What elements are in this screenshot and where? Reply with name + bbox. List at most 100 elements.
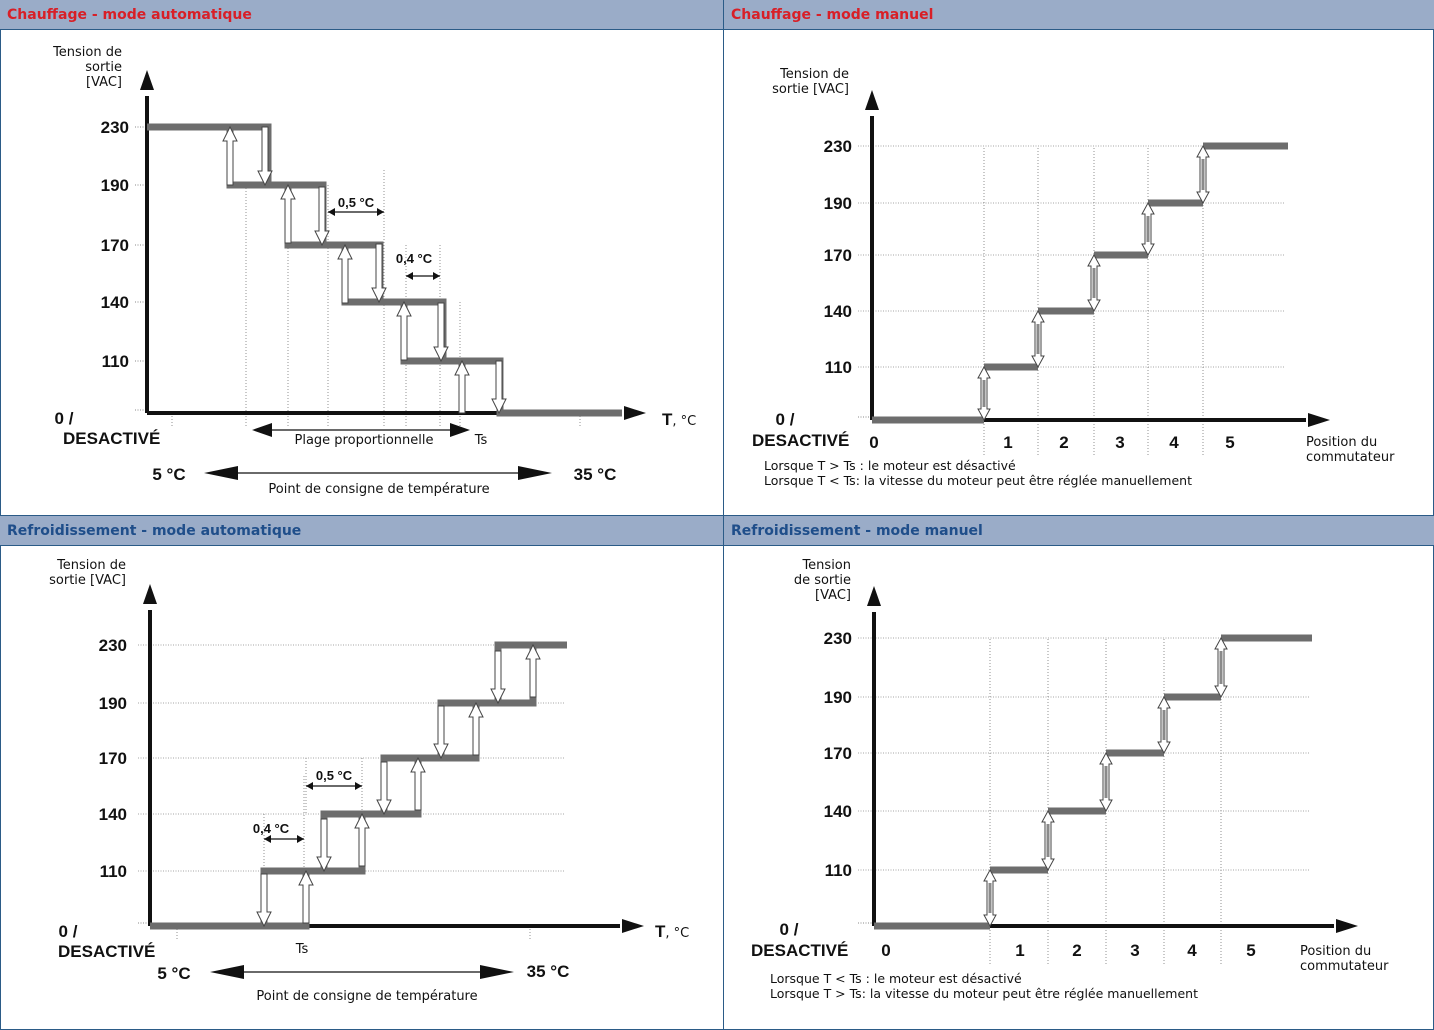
hysteresis-dim-04-left-head xyxy=(264,835,271,843)
range-max: 35 °C xyxy=(574,465,617,484)
position-label: 1 xyxy=(1003,433,1012,452)
band-label-bg xyxy=(282,431,445,448)
zero-label: 0 / xyxy=(59,922,78,941)
y-tick-label: 140 xyxy=(824,802,852,821)
y-axis-arrow xyxy=(865,90,879,110)
y-tick-label: 170 xyxy=(101,236,129,255)
hysteresis-label-04: 0,4 °C xyxy=(396,251,433,266)
y-tick-label: 230 xyxy=(824,137,852,156)
range-right-arrow xyxy=(518,466,552,480)
band-label: Plage proportionnelle xyxy=(295,433,434,448)
step-transition-arrow-core xyxy=(1219,651,1223,684)
y-tick-label: 230 xyxy=(101,118,129,137)
position-label: 1 xyxy=(1015,941,1024,960)
step-transition-arrow-core xyxy=(1162,710,1166,740)
y-tick-label: 170 xyxy=(99,749,127,768)
hysteresis-dim-05-left-head xyxy=(328,208,335,216)
y-tick-label: 110 xyxy=(102,352,129,371)
step-transition-arrow-core xyxy=(1104,766,1108,798)
position-label: 0 xyxy=(881,941,890,960)
hysteresis-label-04: 0,4 °C xyxy=(253,821,290,836)
hysteresis-down-arrow xyxy=(376,761,392,816)
y-axis-label-1: sortie [VAC] xyxy=(49,573,126,588)
position-label: 0 xyxy=(869,433,878,452)
hysteresis-down-arrow xyxy=(371,243,387,304)
hysteresis-down-arrow xyxy=(433,302,449,363)
y-axis-label-0: Tension de xyxy=(779,67,849,82)
range-min: 5 °C xyxy=(157,964,190,983)
hysteresis-dim-04-right-head xyxy=(297,835,304,843)
hysteresis-down-arrow xyxy=(433,705,449,760)
zero-label: 0 / xyxy=(776,410,795,429)
ts-label: Ts xyxy=(295,942,309,957)
y-tick-label: 170 xyxy=(824,744,852,763)
hysteresis-dim-04-right-head xyxy=(433,272,440,280)
y-axis-arrow xyxy=(140,70,154,90)
position-label: 2 xyxy=(1072,941,1081,960)
x-axis-label-1: commutateur xyxy=(1300,959,1389,974)
position-label: 5 xyxy=(1246,941,1255,960)
range-label: Point de consigne de température xyxy=(268,482,489,497)
y-tick-label: 190 xyxy=(824,194,852,213)
step-transition-arrow-core xyxy=(1046,824,1050,857)
hysteresis-down-arrow xyxy=(257,126,273,187)
hysteresis-up-arrow xyxy=(468,701,484,756)
y-tick-label: 140 xyxy=(824,302,852,321)
y-tick-label: 110 xyxy=(825,861,852,880)
zero-label: 0 / xyxy=(55,409,74,428)
hysteresis-up-arrow xyxy=(396,300,412,361)
x-axis-label-1: commutateur xyxy=(1306,450,1395,465)
range-right-arrow xyxy=(480,965,514,979)
x-axis-var: T xyxy=(662,410,673,429)
y-axis-label-1: sortie xyxy=(85,60,122,75)
y-tick-label: 140 xyxy=(101,293,129,312)
hysteresis-up-arrow xyxy=(525,643,541,698)
y-axis-label-2: [VAC] xyxy=(86,75,122,90)
position-label: 4 xyxy=(1169,433,1179,452)
range-left-arrow xyxy=(210,965,244,979)
y-tick-label: 230 xyxy=(99,636,127,655)
y-axis-label-0: Tension de xyxy=(52,45,122,60)
y-axis-label-0: Tension de xyxy=(56,558,126,573)
off-label: DESACTIVÉ xyxy=(751,941,848,960)
zero-label: 0 / xyxy=(780,920,799,939)
y-tick-label: 230 xyxy=(824,629,852,648)
x-axis-unit: , °C xyxy=(665,926,689,941)
step-transition-arrow-core xyxy=(988,883,992,913)
position-label: 5 xyxy=(1225,433,1234,452)
step-line-descending xyxy=(147,123,622,417)
x-axis-arrow xyxy=(624,406,646,420)
range-left-arrow xyxy=(204,466,238,480)
hysteresis-down-arrow xyxy=(314,186,330,247)
heat-auto-title: Chauffage - mode automatique xyxy=(0,0,723,30)
step-transition-arrow-core xyxy=(1092,268,1096,298)
y-tick-label: 110 xyxy=(825,358,852,377)
off-label: DESACTIVÉ xyxy=(752,431,849,450)
hysteresis-up-arrow xyxy=(222,125,238,186)
y-tick-label: 170 xyxy=(824,246,852,265)
hysteresis-dim-05-right-head xyxy=(377,208,384,216)
step-transition-arrow-core xyxy=(1036,324,1040,354)
ts-label: Ts xyxy=(474,433,488,448)
step-transition-arrow-core xyxy=(982,380,986,407)
range-label: Point de consigne de température xyxy=(256,989,477,1004)
hysteresis-up-arrow xyxy=(280,183,296,244)
band-right-head xyxy=(450,423,470,437)
hysteresis-label-05: 0,5 °C xyxy=(338,195,375,210)
x-axis-label: T, °C xyxy=(662,410,696,429)
y-axis-arrow xyxy=(143,584,157,604)
hysteresis-down-arrow xyxy=(490,650,506,705)
band-left-head xyxy=(252,423,272,437)
y-tick-label: 190 xyxy=(824,688,852,707)
cool-manual-title: Refroidissement - mode manuel xyxy=(724,516,1434,546)
note-1: Lorsque T > Ts: la vitesse du moteur peu… xyxy=(770,986,1198,1001)
x-axis-label-0: Position du xyxy=(1306,435,1377,450)
hysteresis-up-arrow xyxy=(337,243,353,304)
x-axis-arrow xyxy=(1308,413,1330,427)
hysteresis-up-arrow xyxy=(454,359,470,414)
hysteresis-up-arrow xyxy=(410,756,426,811)
hysteresis-label-05: 0,5 °C xyxy=(316,768,353,783)
